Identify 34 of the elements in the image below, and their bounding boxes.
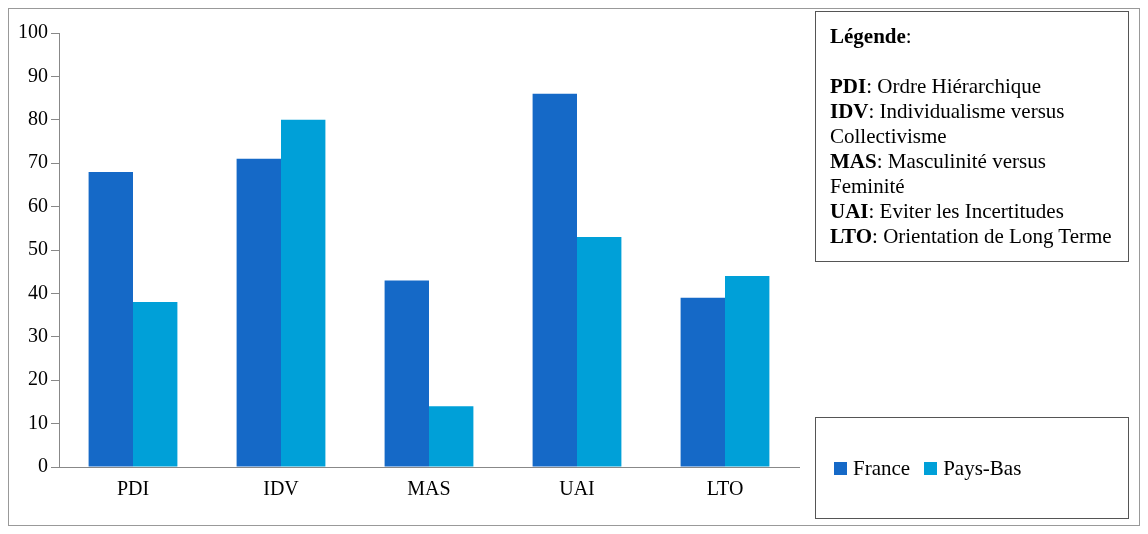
bar: [725, 276, 770, 467]
text: MAS: Masculinité versus Feminité: [830, 149, 1046, 198]
bar: [236, 158, 281, 467]
y-tick-label: 70: [28, 150, 48, 173]
x-tick-label: PDI: [116, 477, 150, 500]
text: Légende:: [830, 24, 912, 48]
bar: [429, 406, 474, 467]
bar: [532, 93, 577, 467]
x-tick-label: MAS: [407, 477, 451, 500]
y-tick-label: 80: [28, 107, 48, 130]
y-tick-label: 20: [28, 367, 48, 390]
legend-label: Pays-Bas: [943, 455, 1022, 481]
y-tick-label: 40: [28, 280, 48, 303]
y-tick-label: 100: [18, 20, 48, 43]
y-tick-label: 30: [28, 324, 48, 347]
bar: [384, 280, 429, 467]
text: UAI: Eviter les Incertitudes: [830, 199, 1064, 223]
bar: [577, 236, 622, 467]
y-tick-label: 10: [28, 410, 48, 433]
bar: [281, 119, 326, 467]
x-tick-label: UAI: [559, 477, 595, 500]
text: LTO: Orientation de Long Terme: [830, 224, 1112, 248]
text: PDI: Ordre Hiérarchique: [830, 74, 1042, 98]
bar: [133, 302, 178, 467]
x-tick-label: IDV: [263, 477, 300, 500]
y-tick-label: 60: [28, 193, 48, 216]
y-tick-label: 90: [28, 63, 48, 86]
y-tick-label: 50: [28, 237, 48, 260]
x-tick-label: LTO: [706, 477, 744, 500]
bar: [88, 171, 133, 467]
text: IDV: Individualisme versus Collectivisme: [830, 99, 1065, 148]
bar: [680, 297, 725, 467]
legend-label: France: [853, 455, 911, 481]
y-tick-label: 0: [38, 454, 48, 477]
